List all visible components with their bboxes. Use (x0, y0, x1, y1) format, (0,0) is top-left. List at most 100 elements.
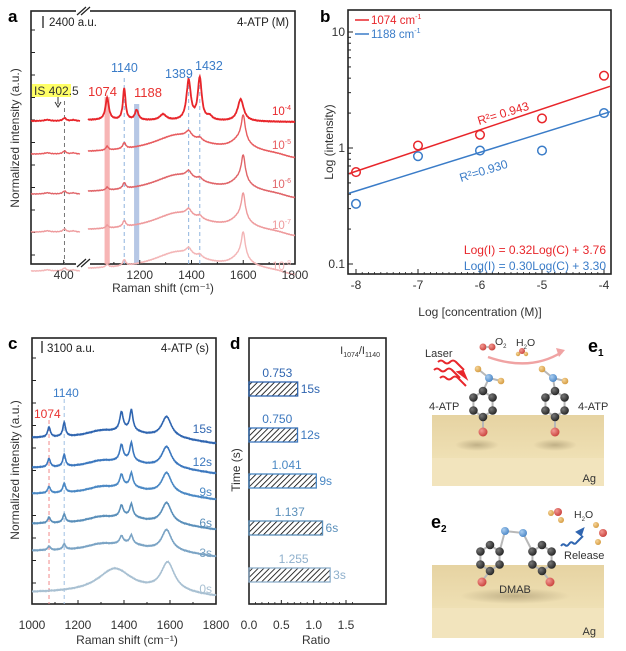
series-label: 10-8 (272, 260, 291, 273)
dmab-label: DMAB (499, 584, 531, 596)
equation-1074: Log(I) = 0.32Log(C) + 3.76 (464, 243, 606, 257)
spectrum-line (31, 500, 217, 531)
panel-b-annotations: R²= 0.943 R²=0.930 Log(I) = 0.32Log(C) + 3… (458, 99, 607, 273)
molecule-shadow (455, 439, 499, 451)
x-tick-label: 1.5 (338, 618, 355, 632)
hydrogen-atom (561, 377, 569, 385)
spectrum-line (31, 469, 217, 501)
scale-bar-a-label: 2400 a.u. (49, 17, 97, 29)
series-label: 3s (199, 546, 212, 560)
panel-c-xlabel: Raman shift (cm⁻¹) (76, 633, 178, 647)
h2o-label-e1: H2O (516, 337, 535, 351)
panel-a-label: a (8, 7, 18, 26)
panel-d-ylabel: Time (s) (229, 448, 243, 492)
panel-a: a 2400 a.u. 4-ATP (M) IS 402.5 1074 1140 11… (8, 6, 309, 295)
axis-break-top (76, 6, 91, 16)
carbon-atom (537, 540, 547, 550)
panel-a-xticks: 400 1200 1400 1600 1800 (54, 260, 309, 282)
hydrogen-atom (474, 365, 482, 373)
data-point (474, 129, 486, 140)
scale-bar-c-label: 3100 a.u. (47, 343, 95, 355)
series-label: 12s (193, 455, 212, 469)
bar-value-label: 1.255 (279, 552, 309, 566)
highlight-band-1074 (104, 97, 110, 264)
x-tick-label: 1400 (178, 268, 205, 282)
bar-value-label: 1.041 (272, 458, 302, 472)
panel-b-frame (347, 9, 612, 275)
molecule-shadow (533, 439, 577, 451)
bar-category-label: 12s (301, 428, 320, 442)
spectrum-line (87, 73, 296, 124)
release-wave-icon (560, 527, 585, 547)
spectrum-line (30, 190, 81, 195)
bar-group: 0.750 12s (248, 412, 320, 443)
panel-e1-label: e1 (588, 336, 604, 359)
molecule-shadow (460, 588, 570, 604)
nitrogen-atom (485, 374, 493, 382)
carbon-atom (488, 393, 497, 402)
data-point (412, 140, 424, 151)
series-label: 0s (199, 582, 212, 596)
hydrogen-atom (497, 377, 505, 385)
spectrum-line (31, 560, 217, 597)
carbon-atom (560, 393, 569, 402)
x-tick-label: -7 (413, 278, 424, 292)
o2-molecule-icon (479, 343, 496, 351)
highlight-band-1188 (134, 104, 140, 264)
h2o-release-molecules (548, 508, 607, 545)
spectrum-line (30, 117, 81, 123)
panel-b-ticks: 0.1 1 10 -8 -7 -6 -5 -4 (328, 25, 609, 292)
bar-value-label: 1.137 (275, 505, 305, 519)
bar-category-label: 3s (333, 568, 346, 582)
spectrum-line (87, 192, 296, 237)
carbon-atom (550, 386, 560, 396)
4-atp-molecule-right (538, 365, 569, 437)
x-tick-label: -5 (537, 278, 548, 292)
series-label: 10-4 (272, 105, 291, 118)
series-label: 6s (199, 516, 212, 530)
panel-c-ylabel: Normalized intensity (a.u.) (8, 400, 22, 539)
x-tick-label: -8 (351, 278, 362, 292)
arrow-head-icon (54, 101, 62, 108)
carbon-atom (541, 393, 550, 402)
bar (248, 567, 331, 583)
x-tick-label: 1800 (203, 618, 230, 632)
panel-a-series (30, 73, 296, 276)
laser-label: Laser (425, 348, 453, 360)
x-tick-label: 1200 (65, 618, 92, 632)
y-tick-label: 10 (332, 25, 346, 39)
panel-a-xlabel: Raman shift (cm⁻¹) (112, 281, 214, 295)
carbon-atom (495, 560, 504, 569)
data-point (412, 151, 424, 162)
carbon-atom (537, 566, 547, 576)
x-tick-label: 1400 (111, 618, 138, 632)
series-label: 10-5 (272, 139, 291, 152)
peak-label-1389: 1389 (165, 67, 193, 81)
panel-c-frame (31, 337, 217, 605)
peak-label-1074: 1074 (88, 84, 117, 99)
h2o-molecule-icon (515, 348, 529, 357)
bar-group: 1.255 3s (248, 552, 346, 583)
ag-label-e1: Ag (583, 473, 596, 485)
y-tick-label: 0.1 (328, 257, 345, 271)
data-point (536, 113, 548, 124)
arrow-head-icon (556, 348, 565, 357)
panel-e1: e1 Ag Laser O2 H2O 4-ATP 4-ATP (425, 336, 608, 486)
bar (248, 473, 317, 489)
spectrum-line (31, 528, 217, 558)
is-label: IS 402.5 (34, 84, 79, 98)
is-annotation: IS 402.5 (32, 84, 79, 108)
panel-b-xlabel: Log [concentration (M)] (418, 305, 541, 319)
hydrogen-atom (538, 365, 546, 373)
carbon-atom (547, 547, 556, 556)
panel-c-series (31, 408, 217, 597)
equation-1188: Log(I) = 0.30Log(C) + 3.30 (464, 259, 606, 273)
legend-label: 1188 cm-1 (371, 28, 421, 41)
x-tick-label: 400 (54, 268, 74, 282)
panel-b-label: b (320, 7, 330, 26)
bar-category-label: 15s (301, 382, 320, 396)
y-tick-label: 1 (338, 141, 345, 155)
axis-break-bottom (76, 258, 91, 268)
bar-value-label: 0.750 (262, 412, 292, 426)
